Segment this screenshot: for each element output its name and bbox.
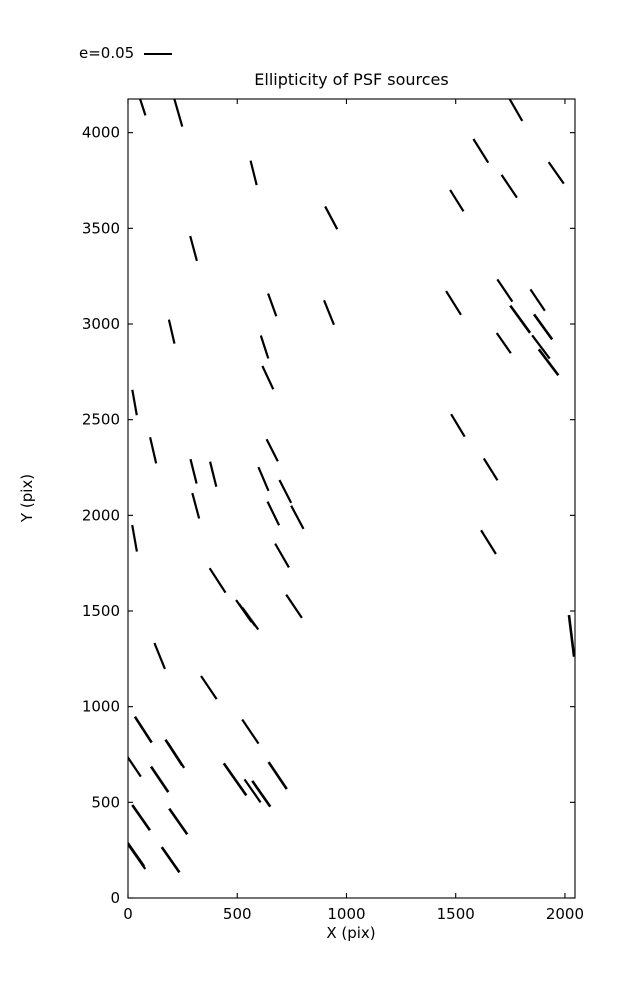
axis-tick-layer	[127, 99, 575, 899]
psf-whisker	[241, 718, 260, 745]
psf-whisker	[138, 99, 147, 116]
psf-whisker	[153, 642, 166, 670]
psf-whisker	[496, 278, 514, 303]
psf-whisker	[323, 299, 335, 326]
psf-whisker	[267, 293, 278, 317]
psf-whisker	[149, 436, 158, 464]
y-axis-tick-label: 1000	[82, 698, 120, 716]
psf-whisker	[131, 389, 138, 416]
axis-label-layer: 0 500 1000 1500 2000 0 500 1000 1500 2000 2500 3000…	[82, 124, 584, 923]
y-axis-label: Y (pix)	[18, 474, 36, 523]
psf-whisker	[189, 235, 198, 262]
psf-whisker	[128, 755, 142, 778]
psf-whisker	[500, 174, 518, 199]
x-axis-label: X (pix)	[326, 924, 375, 942]
psf-whisker	[131, 524, 138, 552]
whisker-layer	[128, 99, 575, 874]
psf-whisker	[449, 189, 465, 212]
psf-whisker	[128, 844, 147, 870]
psf-whisker	[495, 332, 512, 354]
y-axis-tick-label: 3500	[82, 219, 120, 237]
psf-whisker	[267, 761, 288, 790]
psf-whisker	[274, 543, 290, 568]
psf-whisker	[257, 466, 270, 492]
y-axis-tick-label: 1500	[82, 602, 120, 620]
psf-whisker	[567, 614, 575, 657]
psf-whisker	[278, 479, 293, 504]
psf-whisker	[208, 567, 227, 594]
psf-whisker	[285, 593, 303, 619]
psf-whisker	[189, 458, 198, 484]
legend-reference-line-icon	[144, 52, 173, 55]
legend-label: e=0.05	[79, 44, 135, 62]
y-axis-tick-label: 500	[91, 793, 120, 811]
psf-whisker	[537, 348, 560, 377]
psf-whisker	[133, 716, 153, 744]
x-axis-tick-label: 500	[223, 905, 252, 923]
psf-whisker	[532, 313, 554, 341]
ellipticity-scale-legend: e=0.05	[79, 44, 173, 62]
psf-whisker	[531, 334, 551, 360]
x-axis-tick-label: 0	[123, 905, 133, 923]
psf-whisker	[243, 778, 262, 803]
psf-whisker	[450, 413, 466, 438]
psf-whisker	[167, 319, 176, 344]
psf-whisker	[265, 438, 279, 462]
psf-whisker	[251, 780, 272, 808]
psf-whisker	[241, 607, 260, 631]
psf-whisker	[547, 161, 565, 185]
x-axis-tick-label: 2000	[546, 905, 584, 923]
psf-whisker	[131, 804, 152, 832]
psf-whisker	[167, 742, 186, 769]
psf-whisker	[266, 501, 281, 526]
y-axis-tick-label: 0	[110, 889, 120, 907]
psf-whisker	[482, 457, 499, 481]
psf-whisker	[445, 290, 462, 316]
psf-whisker	[191, 492, 201, 519]
psf-whisker	[261, 365, 275, 390]
y-axis-tick-label: 4000	[82, 124, 120, 142]
y-axis-tick-label: 2500	[82, 411, 120, 429]
psf-whisker	[259, 335, 270, 359]
chart-title: Ellipticity of PSF sources	[254, 70, 449, 89]
psf-whisker	[160, 846, 181, 874]
psf-whisker	[149, 765, 170, 793]
axes-frame	[127, 98, 576, 899]
psf-whisker	[222, 762, 248, 797]
psf-whisker	[168, 807, 189, 836]
psf-whisker	[529, 288, 546, 312]
psf-whisker	[173, 99, 184, 127]
psf-whisker	[249, 160, 258, 186]
psf-whisker	[324, 205, 339, 230]
x-axis-tick-label: 1500	[437, 905, 475, 923]
psf-whisker	[209, 461, 218, 487]
x-axis-tick-label: 1000	[327, 905, 365, 923]
psf-whisker	[290, 505, 305, 530]
y-axis-tick-label: 2000	[82, 506, 120, 524]
psf-whisker	[200, 675, 218, 700]
psf-whisker	[480, 529, 497, 555]
psf-whisker	[472, 138, 490, 164]
y-axis-tick-label: 3000	[82, 315, 120, 333]
psf-whisker	[509, 304, 532, 334]
